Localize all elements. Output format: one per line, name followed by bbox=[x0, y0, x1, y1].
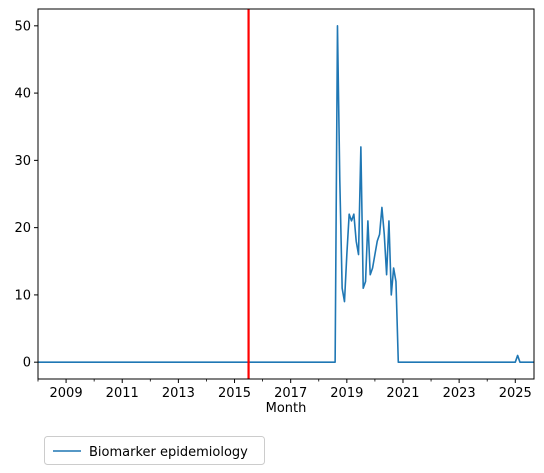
x-tick-label: 2011 bbox=[106, 386, 139, 401]
y-tick-label: 40 bbox=[14, 87, 31, 102]
x-tick-label: 2009 bbox=[50, 386, 83, 401]
y-tick-label: 20 bbox=[14, 221, 31, 236]
y-tick-label: 10 bbox=[14, 288, 31, 303]
legend: Biomarker epidemiology bbox=[44, 436, 265, 465]
plot-area bbox=[38, 9, 534, 379]
plot-frame bbox=[37, 8, 535, 380]
x-tick-label: 2013 bbox=[162, 386, 195, 401]
x-tick-label: 2021 bbox=[386, 386, 419, 401]
series-line-0 bbox=[38, 25, 534, 363]
x-tick-label: 2017 bbox=[274, 386, 307, 401]
y-tick-label: 0 bbox=[23, 356, 31, 371]
x-tick-label: 2015 bbox=[218, 386, 251, 401]
x-tick-label: 2023 bbox=[443, 386, 476, 401]
x-tick-label: 2019 bbox=[330, 386, 363, 401]
x-axis-label: Month bbox=[266, 401, 307, 416]
x-tick-label: 2025 bbox=[499, 386, 532, 401]
y-tick-label: 30 bbox=[14, 154, 31, 169]
chart-marks bbox=[38, 9, 534, 379]
chart-axes: 0 10 20 30 40 50 2009 2011 2013 2015 2017 2019 2021 2… bbox=[14, 8, 535, 416]
legend-box bbox=[44, 436, 265, 465]
y-tick-label: 50 bbox=[14, 19, 31, 34]
legend-label-0: Biomarker epidemiology bbox=[89, 445, 248, 460]
